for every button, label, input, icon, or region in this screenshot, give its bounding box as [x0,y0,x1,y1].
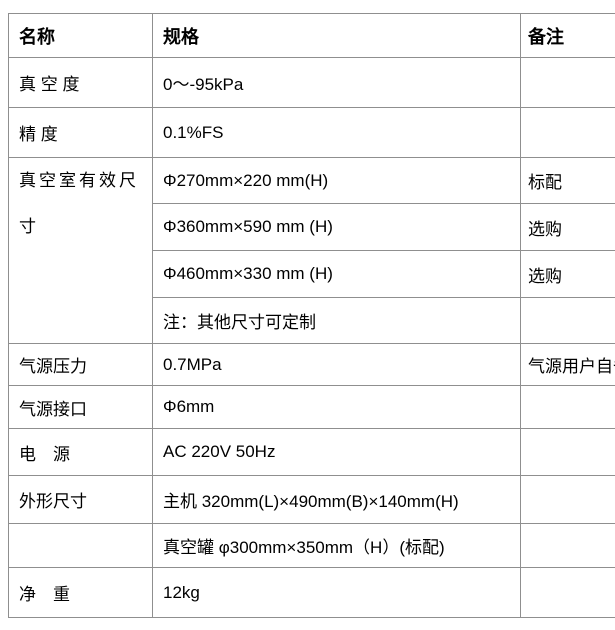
cell-spec: 注：其他尺寸可定制 [152,297,521,344]
cell-name: 电 源 [8,428,153,476]
cell-spec: Φ460mm×330 mm (H) [152,250,521,298]
cell-name: 外形尺寸 [8,475,153,524]
cell-spec: 0.1%FS [152,107,521,158]
table-row: Φ460mm×330 mm (H) 选购 [9,250,615,298]
cell-name: 气源接口 [8,385,153,429]
cell-note [520,297,615,344]
cell-note [520,475,615,524]
cell-spec: 0～-95kPa [152,57,521,108]
table-row: 气源压力 0.7MPa 气源用户自备 [8,343,615,386]
cell-note [520,107,615,158]
cell-spec: 主机 320mm(L)×490mm(B)×140mm(H) [152,475,521,524]
header-cell-spec: 规格 [152,13,521,58]
cell-name: 气源压力 [8,343,153,386]
cell-spec: 12kg [152,567,521,618]
cell-note [520,567,615,618]
cell-note [520,428,615,476]
cell-spec: AC 220V 50Hz [152,428,521,476]
cell-note [520,385,615,429]
cell-note [520,523,615,568]
cell-name-vacuum-chamber: 真空室有效尺寸 [8,157,153,344]
table-row: 注：其他尺寸可定制 [9,297,615,344]
cell-note [520,57,615,108]
table-row: 外形尺寸 主机 320mm(L)×490mm(B)×140mm(H) [8,475,615,524]
cell-name: 净 重 [8,567,153,618]
cell-name: 真 空 度 [8,57,153,108]
cell-name [8,523,153,568]
table-row: 真 空 度 0～-95kPa [8,57,615,108]
cell-note: 选购 [520,250,615,298]
cell-spec: Φ360mm×590 mm (H) [152,203,521,251]
header-cell-note: 备注 [520,13,615,58]
table-row: 精 度 0.1%FS [8,107,615,158]
table-row: 净 重 12kg [8,567,615,618]
header-cell-name: 名称 [8,13,153,58]
cell-note: 选购 [520,203,615,251]
table-row: 真空室有效尺寸 Φ270mm×220 mm(H) 标配 [8,157,615,344]
table-row: 气源接口 Φ6mm [8,385,615,429]
cell-spec: Φ270mm×220 mm(H) [152,157,521,204]
cell-spec: 真空罐 φ300mm×350mm（H）(标配) [152,523,521,568]
cell-note: 标配 [520,157,615,204]
cell-note: 气源用户自备 [520,343,615,386]
table-header-row: 名称 规格 备注 [8,13,615,58]
cell-name: 精 度 [8,107,153,158]
cell-spec: 0.7MPa [152,343,521,386]
cell-spec: Φ6mm [152,385,521,429]
table-row: 真空罐 φ300mm×350mm（H）(标配) [8,523,615,568]
table-row: 电 源 AC 220V 50Hz [8,428,615,476]
product-spec-table: 名称 规格 备注 真 空 度 0～-95kPa 精 度 0.1%FS 真空室有效… [8,13,615,618]
